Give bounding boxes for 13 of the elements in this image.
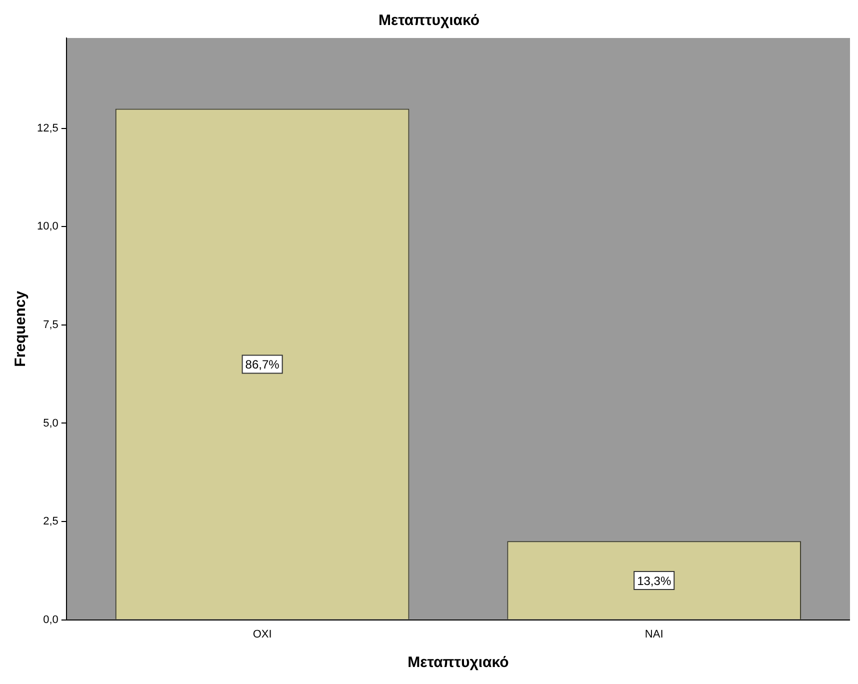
chart-title: Μεταπτυχιακό: [378, 12, 480, 30]
x-axis-title: Μεταπτυχιακό: [408, 654, 509, 672]
y-tick-label: 5,0: [43, 417, 58, 430]
y-tick-label: 10,0: [36, 220, 58, 233]
y-tick-label: 12,5: [36, 122, 58, 134]
y-axis-title: Frequency: [12, 290, 30, 367]
y-tick-label: 7,5: [43, 319, 58, 331]
y-tick-label: 2,5: [43, 516, 58, 528]
annotation: 13,3%: [637, 574, 672, 588]
x-tick-label: ΝΑΙ: [644, 628, 664, 640]
x-tick-label: ΟΧΙ: [252, 628, 272, 640]
y-tick-label: 0,0: [43, 614, 58, 626]
annotation: 86,7%: [245, 358, 280, 372]
